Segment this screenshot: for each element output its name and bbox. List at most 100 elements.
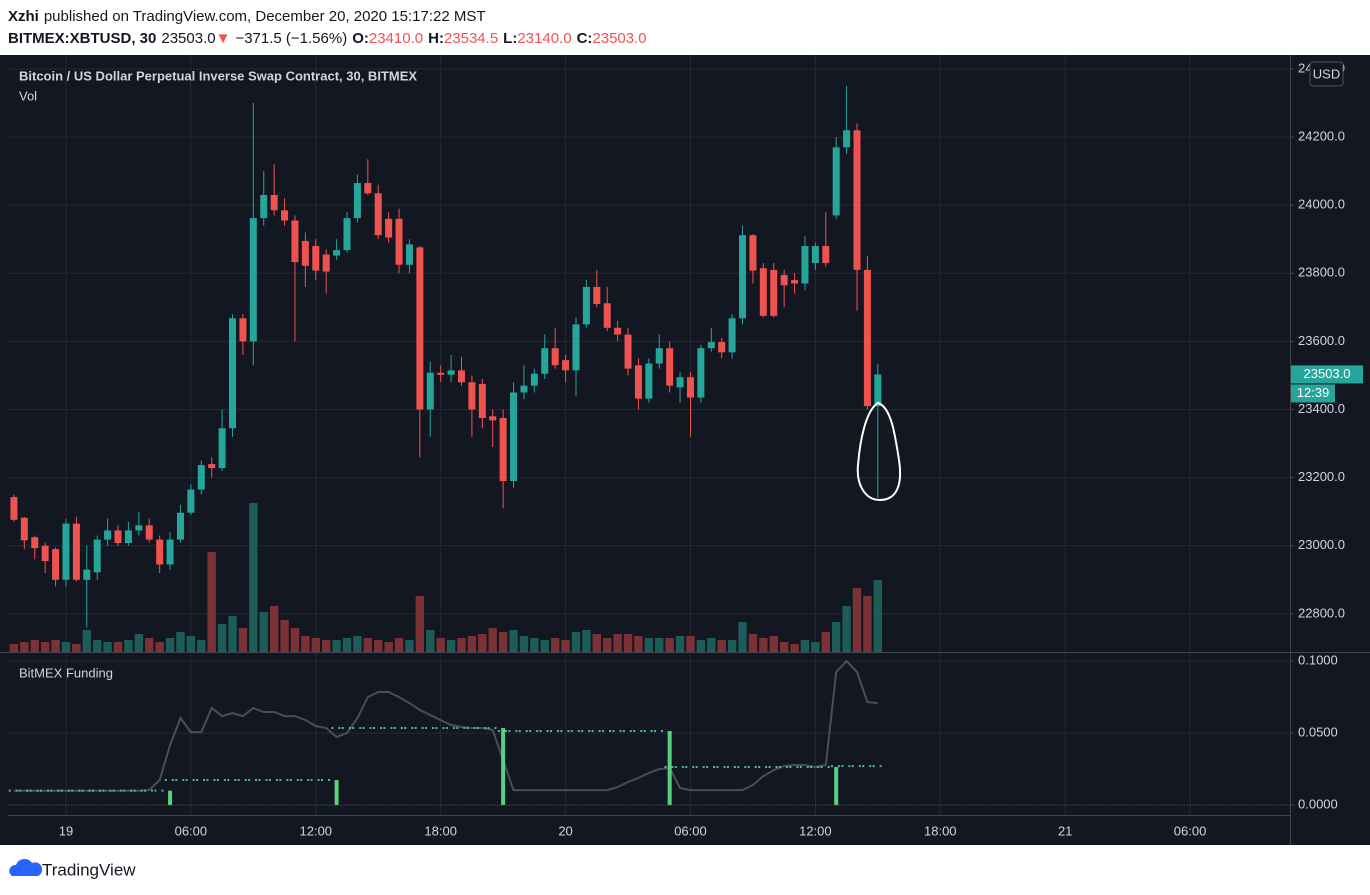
candle-body: [229, 318, 237, 429]
volume-bar: [290, 628, 300, 652]
high: 23534.5: [444, 30, 498, 47]
x-tick-label: 21: [1058, 823, 1072, 838]
close: 23503.0: [592, 30, 646, 47]
close-label: C:: [577, 30, 593, 47]
candle-body: [874, 374, 882, 407]
volume-bar: [603, 638, 612, 652]
funding-title: BitMEX Funding: [19, 665, 113, 680]
candle-body: [114, 530, 122, 544]
candle-body: [624, 334, 632, 369]
x-tick-label: 06:00: [1174, 823, 1207, 838]
published: published on TradingView.com, December 2…: [44, 8, 486, 25]
candle-body: [843, 130, 851, 148]
volume-bar: [426, 630, 435, 652]
open-label: O:: [352, 30, 369, 47]
candle-body: [62, 523, 70, 580]
candle-body: [863, 269, 871, 407]
volume-bar: [727, 640, 737, 652]
candle-body: [291, 220, 299, 263]
candle-body: [260, 194, 268, 219]
candle-body: [457, 370, 465, 383]
candle-body: [93, 539, 101, 573]
volume-bar: [873, 580, 883, 652]
volume-bar: [384, 642, 393, 652]
author: Xzhi: [8, 8, 39, 25]
volume-bar: [675, 636, 685, 652]
y-tick-label: 0.0500: [1298, 725, 1338, 740]
candle-body: [614, 327, 622, 335]
candle-body: [707, 342, 715, 349]
candle-body: [333, 250, 341, 256]
candle-body: [655, 348, 663, 364]
open: 23410.0: [369, 30, 423, 47]
candle-body: [156, 539, 164, 565]
volume-bar: [779, 642, 789, 652]
volume-bar: [457, 638, 466, 652]
candle-body: [364, 183, 372, 194]
candle-body: [832, 147, 840, 216]
last-price-badge: [1291, 365, 1363, 384]
candle-body: [166, 539, 174, 565]
y-tick-label: 23800.0: [1298, 265, 1345, 280]
volume-bar: [103, 642, 112, 652]
candle-body: [510, 392, 518, 482]
candle-body: [437, 372, 445, 375]
candle-body: [385, 218, 393, 238]
funding-bar: [834, 767, 839, 806]
y-tick-label: 23000.0: [1298, 537, 1345, 552]
volume-bar: [51, 640, 60, 652]
candle-body: [395, 218, 403, 265]
volume-bar: [478, 634, 487, 652]
volume-bar: [207, 552, 216, 652]
candle-body: [187, 489, 195, 513]
volume-bar: [634, 636, 643, 652]
volume-bar: [811, 642, 820, 652]
candle-body: [759, 268, 767, 316]
volume-bar: [530, 638, 539, 652]
chart-background: [0, 55, 1370, 845]
volume-bar: [738, 622, 747, 652]
volume-bar: [446, 640, 456, 652]
volume-bar: [186, 636, 196, 652]
candle-body: [780, 275, 788, 286]
volume-bar: [30, 640, 39, 652]
volume-label: Vol: [19, 88, 37, 103]
volume-bar: [134, 634, 144, 652]
candle-body: [791, 280, 799, 284]
volume-bar: [72, 644, 81, 652]
volume-bar: [342, 638, 352, 652]
volume-bar: [9, 644, 19, 652]
candle-body: [697, 348, 705, 398]
candle-body: [645, 363, 653, 399]
candle-body: [374, 193, 382, 236]
candle-body: [520, 385, 528, 393]
volume-bar: [82, 630, 91, 652]
y-tick-label: 22800.0: [1298, 605, 1345, 620]
volume-bar: [582, 630, 591, 652]
last: 23503.0: [161, 30, 215, 47]
volume-bar: [665, 638, 674, 652]
candle-body: [270, 194, 278, 211]
volume-bar: [374, 640, 383, 652]
candle-body: [801, 246, 809, 284]
currency[interactable]: USD: [1313, 66, 1340, 81]
candle-body: [541, 348, 549, 374]
currency-badge[interactable]: [1309, 61, 1344, 87]
low: 23140.0: [517, 30, 571, 47]
volume-bar: [592, 634, 602, 652]
candle-body: [551, 348, 559, 366]
candle-body: [31, 537, 39, 549]
volume-bar: [717, 640, 726, 652]
candle-body: [676, 377, 684, 388]
drawn-ellipse: [856, 401, 901, 502]
volume-bar: [415, 596, 425, 652]
volume-bar: [748, 634, 758, 652]
candle-body: [72, 523, 80, 580]
volume-bar: [769, 636, 778, 652]
volume-bar: [644, 638, 654, 652]
y-tick-label: 23600.0: [1298, 333, 1345, 348]
candle-body: [593, 286, 601, 304]
candle-body: [666, 348, 674, 386]
quote-line: BITMEX:XBTUSD, 30 23503.0▼ −371.5 (−1.56%)…: [8, 30, 647, 47]
